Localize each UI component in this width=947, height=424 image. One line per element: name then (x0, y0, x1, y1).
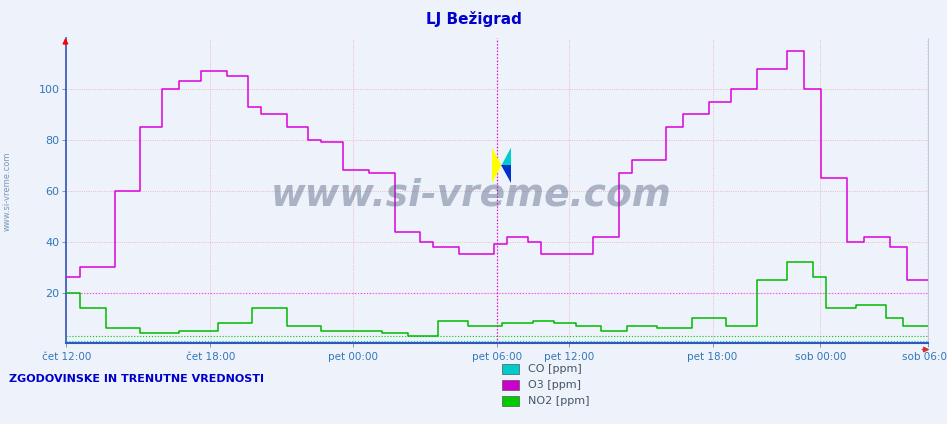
Text: www.si-vreme.com: www.si-vreme.com (3, 151, 12, 231)
Text: O3 [ppm]: O3 [ppm] (528, 380, 581, 390)
Text: ZGODOVINSKE IN TRENUTNE VREDNOSTI: ZGODOVINSKE IN TRENUTNE VREDNOSTI (9, 374, 264, 385)
Text: NO2 [ppm]: NO2 [ppm] (528, 396, 590, 406)
Text: LJ Bežigrad: LJ Bežigrad (425, 11, 522, 27)
Polygon shape (502, 165, 511, 183)
Polygon shape (492, 148, 502, 183)
Text: CO [ppm]: CO [ppm] (528, 364, 582, 374)
Polygon shape (502, 148, 511, 165)
Text: www.si-vreme.com: www.si-vreme.com (271, 178, 671, 214)
